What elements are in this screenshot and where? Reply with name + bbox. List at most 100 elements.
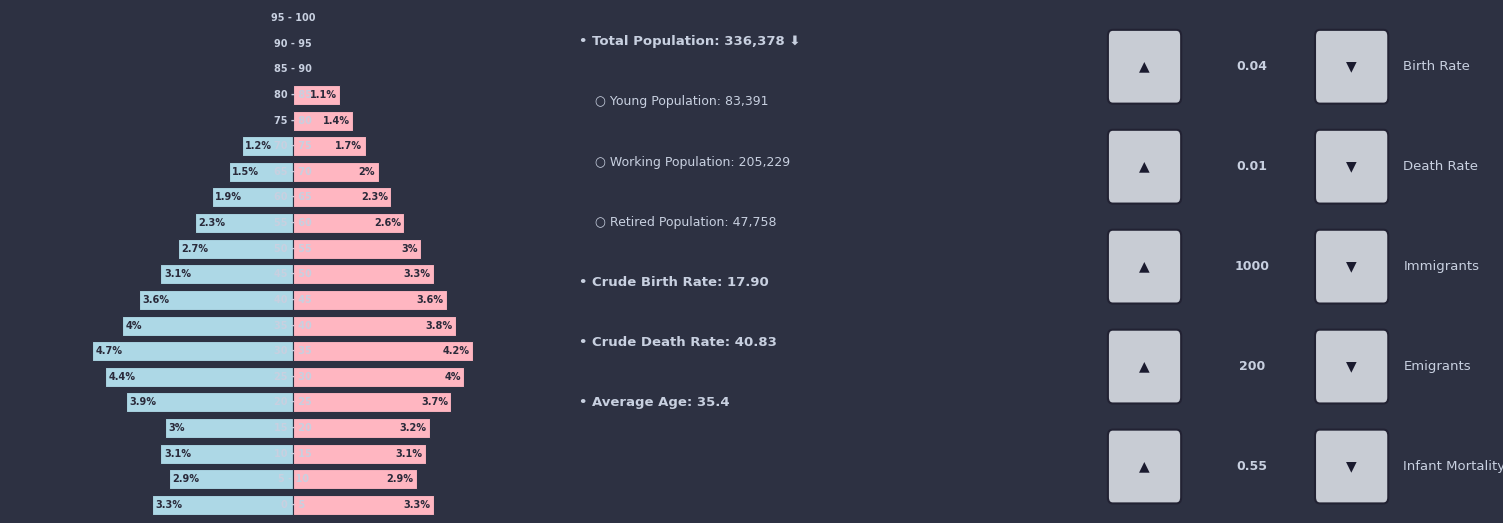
FancyBboxPatch shape [1315, 30, 1389, 104]
Text: 85 - 90: 85 - 90 [274, 64, 313, 74]
FancyBboxPatch shape [1315, 329, 1389, 403]
Text: 0 - 5: 0 - 5 [281, 500, 305, 510]
Text: Birth Rate: Birth Rate [1404, 60, 1470, 73]
Bar [293, 315, 455, 336]
Bar [152, 495, 293, 515]
Text: 0.55: 0.55 [1237, 460, 1267, 473]
Text: 65 - 70: 65 - 70 [274, 167, 313, 177]
Text: ○ Working Population: 205,229: ○ Working Population: 205,229 [579, 156, 789, 168]
Text: 4.4%: 4.4% [108, 372, 135, 382]
Bar [161, 264, 293, 285]
Text: 3%: 3% [401, 244, 418, 254]
Text: 10 - 15: 10 - 15 [274, 449, 313, 459]
Bar [293, 444, 425, 464]
Text: 3.6%: 3.6% [416, 295, 443, 305]
Text: • Total Population: 336,378 ⬇: • Total Population: 336,378 ⬇ [579, 36, 800, 48]
Text: ▼: ▼ [1347, 460, 1357, 473]
Text: 3.1%: 3.1% [164, 269, 191, 279]
Text: ▲: ▲ [1139, 460, 1150, 473]
Text: 1.4%: 1.4% [323, 116, 350, 126]
Text: Emigrants: Emigrants [1404, 360, 1471, 373]
Text: • Average Age: 35.4: • Average Age: 35.4 [579, 396, 729, 409]
Text: 4%: 4% [445, 372, 461, 382]
Bar [242, 136, 293, 156]
Text: 90 - 95: 90 - 95 [274, 39, 313, 49]
Text: 1.1%: 1.1% [310, 90, 337, 100]
FancyBboxPatch shape [1108, 30, 1181, 104]
Text: 3.3%: 3.3% [404, 500, 431, 510]
Text: ▲: ▲ [1139, 60, 1150, 74]
Bar [293, 187, 391, 208]
Bar [293, 495, 434, 515]
Bar [293, 418, 430, 438]
FancyBboxPatch shape [1108, 130, 1181, 203]
Text: 35 - 40: 35 - 40 [274, 321, 313, 331]
Bar [293, 213, 404, 233]
Text: 2.7%: 2.7% [180, 244, 207, 254]
Text: 80 - 85: 80 - 85 [274, 90, 313, 100]
Text: 15 - 20: 15 - 20 [274, 423, 313, 433]
Bar [161, 444, 293, 464]
FancyBboxPatch shape [1108, 230, 1181, 303]
Bar [293, 162, 379, 182]
Bar [195, 213, 293, 233]
Text: 1.7%: 1.7% [335, 141, 362, 151]
Bar [293, 341, 473, 361]
Text: 45 - 50: 45 - 50 [274, 269, 313, 279]
Text: 0.01: 0.01 [1237, 160, 1267, 173]
Text: 4.2%: 4.2% [442, 346, 469, 356]
Bar [293, 85, 340, 105]
Text: 4.7%: 4.7% [96, 346, 122, 356]
Text: Death Rate: Death Rate [1404, 160, 1479, 173]
Text: 2.9%: 2.9% [386, 474, 413, 484]
Text: 3.1%: 3.1% [395, 449, 422, 459]
Text: 3.2%: 3.2% [400, 423, 427, 433]
Text: ▲: ▲ [1139, 259, 1150, 274]
Bar [165, 418, 293, 438]
Text: ▼: ▼ [1347, 360, 1357, 373]
Bar [293, 290, 446, 310]
Text: 30 - 35: 30 - 35 [274, 346, 313, 356]
Bar [177, 238, 293, 259]
Bar [126, 392, 293, 413]
Text: 0.04: 0.04 [1237, 60, 1267, 73]
Bar [92, 341, 293, 361]
Text: 3.3%: 3.3% [404, 269, 431, 279]
Text: 2.6%: 2.6% [374, 218, 401, 228]
Bar [212, 187, 293, 208]
Text: 3.7%: 3.7% [421, 397, 448, 407]
Text: ▲: ▲ [1139, 160, 1150, 174]
Text: 25 - 30: 25 - 30 [274, 372, 313, 382]
Bar [140, 290, 293, 310]
Bar [293, 264, 434, 285]
Text: 1000: 1000 [1234, 260, 1270, 273]
Text: 40 - 45: 40 - 45 [274, 295, 313, 305]
Bar [293, 367, 464, 387]
Text: 60 - 65: 60 - 65 [274, 192, 313, 202]
Text: ▼: ▼ [1347, 160, 1357, 174]
Text: 2.9%: 2.9% [173, 474, 200, 484]
Text: ▼: ▼ [1347, 259, 1357, 274]
Text: 1.5%: 1.5% [233, 167, 260, 177]
Text: 95 - 100: 95 - 100 [271, 13, 316, 23]
Text: ○ Young Population: 83,391: ○ Young Population: 83,391 [579, 96, 768, 108]
Text: 5 - 10: 5 - 10 [278, 474, 308, 484]
Text: Infant Mortality: Infant Mortality [1404, 460, 1503, 473]
Bar [122, 315, 293, 336]
Text: Immigrants: Immigrants [1404, 260, 1479, 273]
Text: • Crude Birth Rate: 17.90: • Crude Birth Rate: 17.90 [579, 276, 768, 289]
Bar [293, 238, 421, 259]
Text: ○ Retired Population: 47,758: ○ Retired Population: 47,758 [579, 216, 776, 229]
Text: 2%: 2% [359, 167, 376, 177]
Text: 3%: 3% [168, 423, 185, 433]
Text: 2.3%: 2.3% [198, 218, 225, 228]
Text: • Crude Death Rate: 40.83: • Crude Death Rate: 40.83 [579, 336, 777, 349]
Text: 3.1%: 3.1% [164, 449, 191, 459]
Bar [105, 367, 293, 387]
Text: 3.8%: 3.8% [425, 321, 452, 331]
Bar [293, 392, 451, 413]
Text: ▼: ▼ [1347, 60, 1357, 74]
Bar [228, 162, 293, 182]
Text: 3.6%: 3.6% [143, 295, 170, 305]
Text: 50 - 55: 50 - 55 [274, 244, 313, 254]
